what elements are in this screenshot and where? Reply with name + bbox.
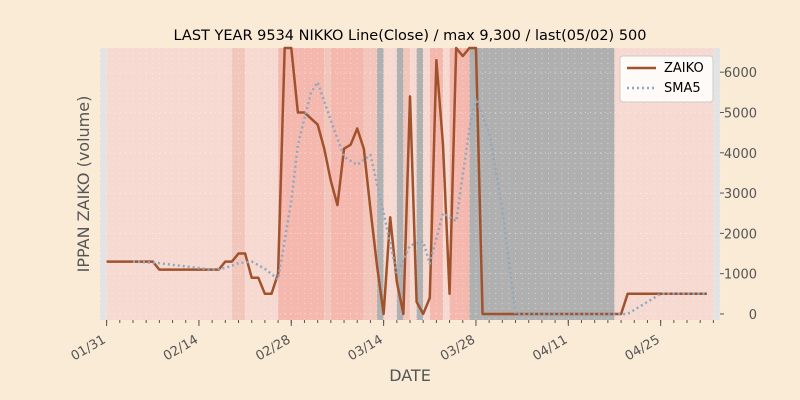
background-band	[100, 48, 107, 320]
x-axis-label: DATE	[389, 366, 431, 385]
background-band	[713, 48, 720, 320]
background-band	[106, 48, 232, 320]
y-axis-label: IPPAN ZAIKO (volume)	[74, 96, 93, 273]
y-tick-label: 4000	[724, 147, 757, 162]
legend-label-sma5: SMA5	[664, 81, 701, 96]
background-band	[245, 48, 279, 320]
background-band	[469, 48, 476, 320]
y-tick-label: 1000	[724, 268, 757, 283]
series-line-zaiko	[106, 46, 707, 316]
legend-label-zaiko: ZAIKO	[664, 61, 704, 76]
background-band	[330, 48, 364, 320]
y-tick-label: 2000	[724, 227, 757, 242]
y-tick-label: 0	[749, 308, 757, 323]
background-band	[377, 48, 384, 320]
y-tick-label: 5000	[724, 106, 757, 121]
legend: ZAIKO SMA5	[619, 55, 714, 103]
y-axis: 0 1000 2000 3000 4000 5000 6000	[720, 66, 757, 323]
background-band	[324, 48, 331, 320]
background-band	[442, 48, 450, 320]
chart-title: LAST YEAR 9534 NIKKO Line(Close) / max 9…	[174, 28, 647, 44]
background-band	[423, 48, 430, 320]
background-band	[363, 48, 378, 320]
y-tick-label: 3000	[724, 187, 757, 202]
y-tick-label: 6000	[724, 66, 757, 81]
series-lines	[106, 46, 707, 316]
background-band	[416, 48, 424, 320]
background-band	[231, 48, 246, 320]
series-line-sma5	[132, 81, 707, 316]
background-band	[278, 48, 325, 320]
background-band	[396, 48, 404, 320]
